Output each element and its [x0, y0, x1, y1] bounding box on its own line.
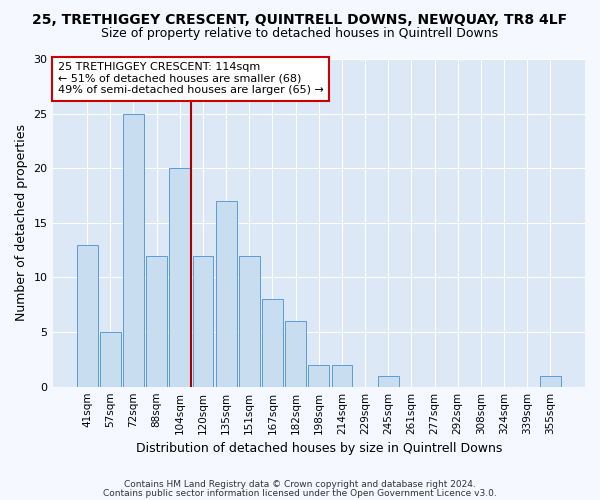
Bar: [169, 168, 190, 386]
Text: Contains HM Land Registry data © Crown copyright and database right 2024.: Contains HM Land Registry data © Crown c…: [124, 480, 476, 489]
Text: Contains public sector information licensed under the Open Government Licence v3: Contains public sector information licen…: [103, 488, 497, 498]
Text: Size of property relative to detached houses in Quintrell Downs: Size of property relative to detached ho…: [101, 28, 499, 40]
Bar: [540, 376, 561, 386]
Bar: [123, 114, 144, 386]
Bar: [262, 300, 283, 386]
Bar: [216, 201, 236, 386]
Bar: [239, 256, 260, 386]
Bar: [332, 365, 352, 386]
Text: 25, TRETHIGGEY CRESCENT, QUINTRELL DOWNS, NEWQUAY, TR8 4LF: 25, TRETHIGGEY CRESCENT, QUINTRELL DOWNS…: [32, 12, 568, 26]
X-axis label: Distribution of detached houses by size in Quintrell Downs: Distribution of detached houses by size …: [136, 442, 502, 455]
Bar: [378, 376, 398, 386]
Bar: [193, 256, 214, 386]
Bar: [146, 256, 167, 386]
Bar: [100, 332, 121, 386]
Bar: [308, 365, 329, 386]
Bar: [285, 321, 306, 386]
Text: 25 TRETHIGGEY CRESCENT: 114sqm
← 51% of detached houses are smaller (68)
49% of : 25 TRETHIGGEY CRESCENT: 114sqm ← 51% of …: [58, 62, 324, 96]
Bar: [77, 244, 98, 386]
Y-axis label: Number of detached properties: Number of detached properties: [15, 124, 28, 322]
